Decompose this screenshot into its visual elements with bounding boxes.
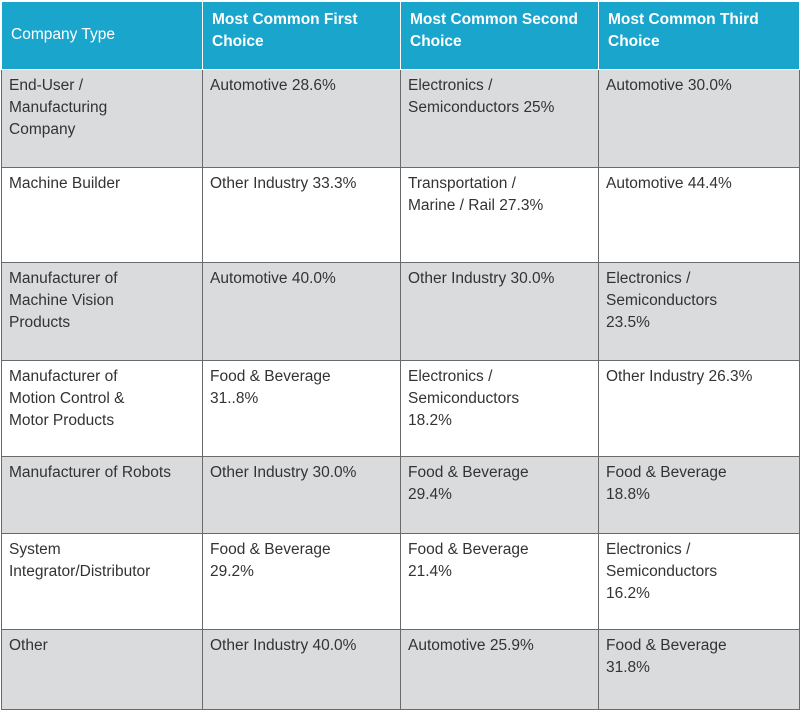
first-choice-cell: Automotive 28.6% (202, 69, 401, 168)
third-choice-cell: Other Industry 26.3% (598, 360, 800, 457)
first-choice-cell: Food & Beverage 31..8% (202, 360, 401, 457)
second-choice-cell: Food & Beverage 29.4% (400, 456, 599, 534)
third-choice-cell: Food & Beverage 31.8% (598, 629, 800, 710)
first-choice-cell: Other Industry 33.3% (202, 167, 401, 263)
second-choice-cell: Electronics / Semiconductors 18.2% (400, 360, 599, 457)
second-choice-cell: Electronics / Semiconductors 25% (400, 69, 599, 168)
header-third-choice: Most Common Third Choice (598, 1, 800, 70)
header-second-choice: Most Common Second Choice (400, 1, 599, 70)
table-row: Machine Builder Other Industry 33.3% Tra… (1, 167, 800, 263)
table-row: Other Other Industry 40.0% Automotive 25… (1, 629, 800, 710)
first-choice-cell: Other Industry 40.0% (202, 629, 401, 710)
company-type-cell: System Integrator/Distributor (1, 533, 203, 630)
second-choice-cell: Other Industry 30.0% (400, 262, 599, 361)
table-row: Manufacturer of Machine Vision Products … (1, 262, 800, 361)
header-company-type: Company Type (1, 1, 203, 70)
table-row: Manufacturer of Motion Control & Motor P… (1, 360, 800, 457)
table-body: End-User / Manufacturing Company Automot… (1, 69, 800, 710)
company-type-cell: End-User / Manufacturing Company (1, 69, 203, 168)
table-row: System Integrator/Distributor Food & Bev… (1, 533, 800, 630)
table-row: End-User / Manufacturing Company Automot… (1, 69, 800, 168)
table-header: Company Type Most Common First Choice Mo… (1, 1, 800, 70)
header-first-choice: Most Common First Choice (202, 1, 401, 70)
company-type-cell: Manufacturer of Motion Control & Motor P… (1, 360, 203, 457)
second-choice-cell: Food & Beverage 21.4% (400, 533, 599, 630)
third-choice-cell: Electronics / Semiconductors 23.5% (598, 262, 800, 361)
first-choice-cell: Automotive 40.0% (202, 262, 401, 361)
third-choice-cell: Automotive 44.4% (598, 167, 800, 263)
first-choice-cell: Other Industry 30.0% (202, 456, 401, 534)
third-choice-cell: Electronics / Semiconductors 16.2% (598, 533, 800, 630)
table-row: Manufacturer of Robots Other Industry 30… (1, 456, 800, 534)
company-type-cell: Machine Builder (1, 167, 203, 263)
second-choice-cell: Automotive 25.9% (400, 629, 599, 710)
first-choice-cell: Food & Beverage 29.2% (202, 533, 401, 630)
third-choice-cell: Automotive 30.0% (598, 69, 800, 168)
company-type-cell: Manufacturer of Machine Vision Products (1, 262, 203, 361)
header-row: Company Type Most Common First Choice Mo… (1, 1, 800, 70)
company-type-cell: Manufacturer of Robots (1, 456, 203, 534)
second-choice-cell: Transportation / Marine / Rail 27.3% (400, 167, 599, 263)
third-choice-cell: Food & Beverage 18.8% (598, 456, 800, 534)
company-type-cell: Other (1, 629, 203, 710)
